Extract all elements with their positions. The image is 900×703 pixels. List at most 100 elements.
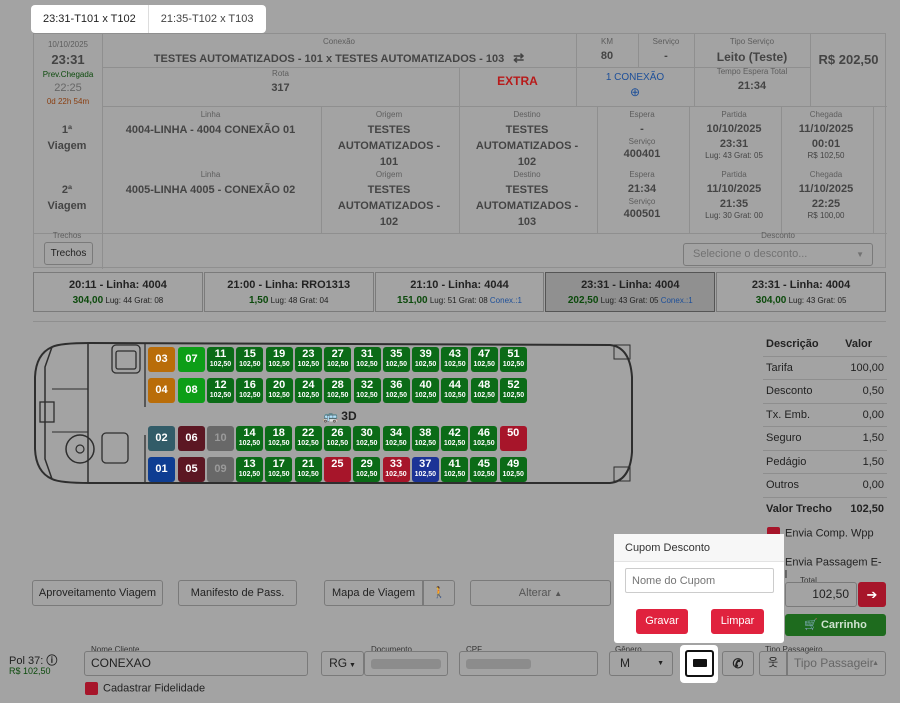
price-val: 100,00	[850, 361, 884, 374]
seat-09[interactable]: 09	[207, 457, 234, 482]
seat-44[interactable]: 44 102,50	[441, 378, 469, 403]
seat-25[interactable]: 25	[323, 457, 351, 482]
arrow-right-icon[interactable]: ➔	[858, 582, 886, 607]
seat-30[interactable]: 30 102,50	[353, 426, 381, 451]
seat-12[interactable]: 12 102,50	[207, 378, 234, 403]
seat-48[interactable]: 48 102,50	[470, 378, 498, 403]
seat-43[interactable]: 43 102,50	[441, 347, 469, 372]
price-desc: Desconto	[766, 385, 813, 397]
seat-45[interactable]: 45 102,50	[470, 457, 498, 482]
seat-31[interactable]: 31 102,50	[353, 347, 381, 372]
phone-icon[interactable]: ✆	[722, 651, 754, 676]
seat-11[interactable]: 11 102,50	[207, 347, 234, 372]
seat-47[interactable]: 47 102,50	[470, 347, 498, 372]
seat-price: 102,50	[238, 440, 261, 447]
fidelidade-checkbox[interactable]: Cadastrar Fidelidade	[85, 682, 205, 695]
seat-20[interactable]: 20 102,50	[265, 378, 293, 403]
view-3d-toggle[interactable]: 🚌 3D	[323, 409, 357, 423]
documento-input[interactable]	[364, 651, 448, 676]
doc-type-select[interactable]: RG ▼	[321, 651, 364, 676]
mapa-viagem-button[interactable]: Mapa de Viagem	[324, 580, 423, 606]
seat-26[interactable]: 26 102,50	[323, 426, 351, 451]
tipo-passageiro-select[interactable]: Tipo Passageir ▲	[787, 651, 886, 676]
genero-select[interactable]: M ▼	[609, 651, 673, 676]
info-icon[interactable]: ⓘ	[46, 655, 58, 667]
seat-08[interactable]: 08	[178, 378, 205, 403]
alterar-button[interactable]: Alterar ▲	[470, 580, 611, 606]
seat-24[interactable]: 24 102,50	[294, 378, 322, 403]
seat-number: 01	[155, 463, 168, 475]
tipo-servico-value: Leito (Teste)	[716, 50, 788, 64]
trip-option[interactable]: 23:31 - Linha: 4004 304,00 Lug: 43 Grat: …	[716, 272, 886, 312]
seat-02[interactable]: 02	[148, 426, 175, 451]
seat-52[interactable]: 52 102,50	[500, 378, 527, 403]
limpar-button[interactable]: Limpar	[711, 609, 764, 634]
seat-15[interactable]: 15 102,50	[236, 347, 264, 372]
desconto-select[interactable]: Selecione o desconto... ▼	[683, 243, 873, 266]
seat-06[interactable]: 06	[178, 426, 205, 451]
seat-19[interactable]: 19 102,50	[265, 347, 293, 372]
seat-16[interactable]: 16 102,50	[236, 378, 264, 403]
seat-21[interactable]: 21 102,50	[294, 457, 322, 482]
seat-50[interactable]: 50	[499, 426, 527, 451]
conexao-count[interactable]: 1 CONEXÃO	[605, 72, 665, 83]
seat-41[interactable]: 41 102,50	[441, 457, 469, 482]
seat-51[interactable]: 51 102,50	[500, 347, 527, 372]
trip-option[interactable]: 21:10 - Linha: 4044 151,00 Lug: 51 Grat: …	[374, 272, 545, 312]
pol-label: Pol 37: ⓘ	[9, 652, 57, 668]
seat-38[interactable]: 38 102,50	[411, 426, 439, 451]
seat-39[interactable]: 39 102,50	[412, 347, 440, 372]
trip-option[interactable]: 20:11 - Linha: 4004 304,00 Lug: 44 Grat: …	[33, 272, 203, 312]
ticket-icon[interactable]	[685, 650, 714, 677]
seat-40[interactable]: 40 102,50	[412, 378, 440, 403]
seat-46[interactable]: 46 102,50	[470, 426, 498, 451]
seat-49[interactable]: 49 102,50	[499, 457, 527, 482]
seat-17[interactable]: 17 102,50	[265, 457, 293, 482]
seat-01[interactable]: 01	[148, 457, 175, 482]
cupom-input[interactable]	[625, 568, 774, 593]
seat-18[interactable]: 18 102,50	[265, 426, 293, 451]
price-val: 0,00	[862, 479, 884, 491]
seat-13[interactable]: 13 102,50	[236, 457, 263, 482]
seat-number: 05	[185, 463, 198, 475]
trechos-button[interactable]: Trechos	[44, 242, 93, 265]
seat-33[interactable]: 33 102,50	[382, 457, 410, 482]
seat-number: 11	[214, 348, 227, 360]
redacted-value	[371, 658, 441, 669]
seat-22[interactable]: 22 102,50	[294, 426, 322, 451]
seat-03[interactable]: 03	[148, 347, 175, 372]
tipo-passageiro-value: Tipo Passageir	[794, 656, 874, 670]
seat-28[interactable]: 28 102,50	[324, 378, 352, 403]
manifesto-button[interactable]: Manifesto de Pass.	[178, 580, 297, 606]
seat-10[interactable]: 10	[207, 426, 234, 451]
seat-14[interactable]: 14 102,50	[236, 426, 263, 451]
seat-07[interactable]: 07	[178, 347, 205, 372]
seat-42[interactable]: 42 102,50	[441, 426, 469, 451]
carrinho-button[interactable]: 🛒 Carrinho	[785, 614, 886, 636]
seat-35[interactable]: 35 102,50	[382, 347, 410, 372]
seat-37[interactable]: 37 102,50	[411, 457, 439, 482]
walking-icon[interactable]: 🚶	[423, 580, 455, 606]
swap-icon[interactable]: ⇄	[513, 50, 525, 65]
seat-36[interactable]: 36 102,50	[382, 378, 410, 403]
seat-34[interactable]: 34 102,50	[382, 426, 410, 451]
trip-option[interactable]: 21:00 - Linha: RRO1313 1,50 Lug: 48 Grat:…	[203, 272, 374, 312]
cpf-input[interactable]	[459, 651, 598, 676]
seat-price: 102,50	[356, 361, 378, 368]
seat-32[interactable]: 32 102,50	[353, 378, 381, 403]
gravar-button[interactable]: Gravar	[636, 609, 688, 634]
seat-05[interactable]: 05	[178, 457, 205, 482]
seat-23[interactable]: 23 102,50	[294, 347, 322, 372]
seat-27[interactable]: 27 102,50	[324, 347, 352, 372]
origem-label: Origem	[375, 170, 403, 179]
add-circle-icon[interactable]: ⊕	[629, 85, 641, 99]
seat-29[interactable]: 29 102,50	[353, 457, 381, 482]
envia-email-checkbox[interactable]: Envia Passagem E-mail	[767, 556, 900, 581]
seat-04[interactable]: 04	[148, 378, 175, 403]
tab-trip-2[interactable]: 21:35-T102 x T103	[160, 13, 254, 25]
price-desc: Tarifa	[766, 361, 793, 374]
nome-cliente-input[interactable]: CONEXAO	[84, 651, 308, 676]
aproveitamento-button[interactable]: Aproveitamento Viagem	[32, 580, 163, 606]
tab-trip-1[interactable]: 23:31-T101 x T102	[31, 5, 149, 33]
trip-option-selected[interactable]: 23:31 - Linha: 4004 202,50 Lug: 43 Grat: …	[545, 272, 716, 312]
